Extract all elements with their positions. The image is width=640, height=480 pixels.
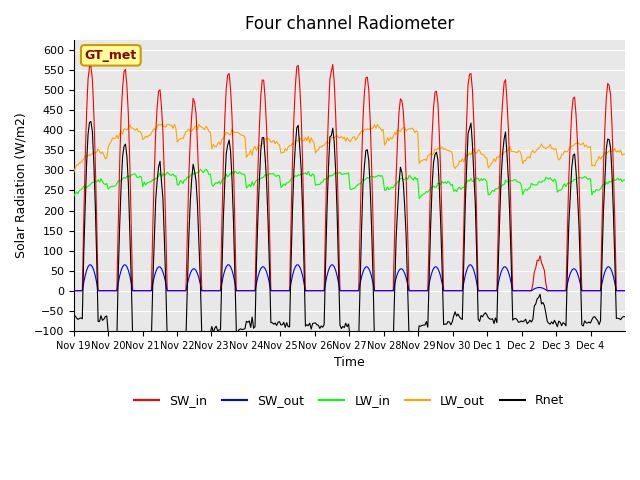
X-axis label: Time: Time	[334, 356, 365, 369]
Legend: SW_in, SW_out, LW_in, LW_out, Rnet: SW_in, SW_out, LW_in, LW_out, Rnet	[129, 389, 570, 412]
Title: Four channel Radiometer: Four channel Radiometer	[244, 15, 454, 33]
Y-axis label: Solar Radiation (W/m2): Solar Radiation (W/m2)	[15, 113, 28, 258]
Text: GT_met: GT_met	[84, 49, 137, 62]
